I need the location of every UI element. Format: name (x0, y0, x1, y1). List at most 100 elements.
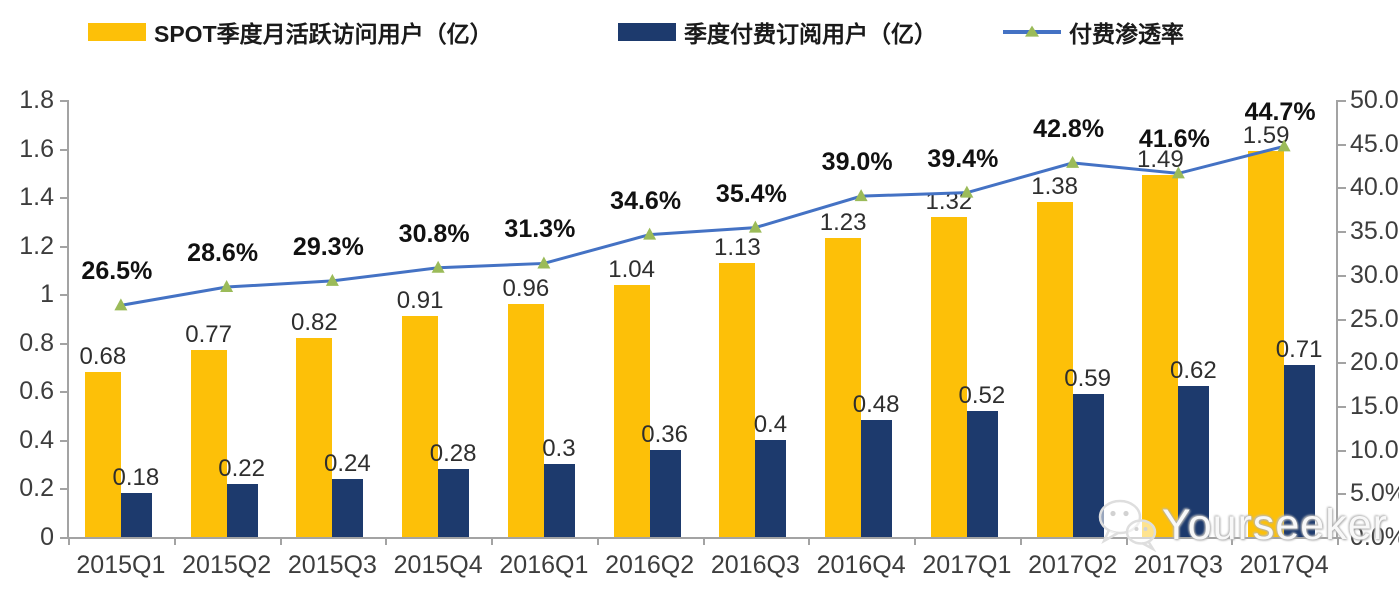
bar-mau (930, 216, 967, 537)
left-axis-tick (60, 197, 68, 200)
x-axis-tick (385, 537, 388, 545)
right-axis-tick-label: 15.0% (1350, 391, 1399, 420)
left-axis-tick-label: 1 (40, 280, 54, 309)
bar-mau (296, 337, 333, 537)
x-axis-tick (808, 537, 811, 545)
left-axis-tick-label: 0.2 (19, 474, 54, 503)
left-axis-tick-label: 1.6 (19, 134, 54, 163)
penetration-pct-label: 41.6% (1138, 125, 1210, 154)
x-axis-label: 2016Q2 (605, 551, 695, 579)
line-marker-triangle (643, 227, 657, 240)
left-axis-tick (60, 245, 68, 248)
bar-mau (402, 316, 439, 537)
bar-value-label-subscribers: 0.71 (1275, 335, 1323, 363)
line-marker-triangle (1171, 166, 1185, 179)
bar-value-label-mau: 1.38 (1031, 172, 1078, 200)
line-marker-triangle (114, 298, 128, 311)
bar-mau (84, 371, 121, 537)
x-axis-label: 2015Q3 (287, 551, 377, 579)
bar-subscribers (861, 420, 893, 537)
right-axis-tick-label: 10.0% (1350, 435, 1399, 464)
x-axis-label: 2017Q1 (922, 551, 1012, 579)
legend-line-marker (1003, 25, 1061, 37)
line-marker-triangle (325, 273, 339, 286)
left-axis-tick-label: 1.4 (19, 183, 54, 212)
bar-value-label-mau: 0.91 (396, 287, 444, 315)
bar-subscribers (1072, 393, 1104, 537)
left-axis-tick (60, 342, 68, 345)
penetration-pct-label: 31.3% (504, 215, 576, 244)
x-axis-tick (279, 537, 282, 545)
right-axis-tick (1338, 187, 1346, 190)
legend-item-subscribers: 季度付费订阅用户（亿） (618, 16, 937, 48)
bar-value-label-mau: 1.23 (819, 209, 867, 237)
bar-subscribers (332, 478, 364, 537)
x-axis-label: 2017Q3 (1133, 551, 1223, 579)
left-axis-tick-label: 1.8 (19, 86, 54, 114)
penetration-line-chart (114, 139, 1291, 311)
bar-mau (1248, 150, 1285, 537)
bar-mau (1142, 175, 1179, 537)
right-axis-tick (1338, 143, 1346, 146)
right-axis-tick (1338, 100, 1346, 102)
line-marker-triangle (1066, 155, 1080, 168)
penetration-pct-label: 28.6% (187, 239, 259, 268)
x-axis-tick (1337, 537, 1339, 545)
right-axis-tick-label: 20.0% (1350, 348, 1399, 377)
right-axis-tick-label: 30.0% (1350, 260, 1399, 289)
right-axis-tick-label: 50.0% (1350, 86, 1399, 114)
right-axis-tick (1338, 493, 1346, 496)
bar-mau (1036, 201, 1073, 537)
right-axis-tick (1338, 274, 1346, 277)
bar-value-label-subscribers: 0.59 (1064, 364, 1111, 392)
left-axis-tick-label: 1.2 (19, 231, 54, 260)
legend-item-penetration: 付费渗透率 (1003, 16, 1184, 48)
right-axis-tick-label: 40.0% (1350, 173, 1399, 202)
left-axis-tick (60, 488, 68, 491)
bar-value-label-subscribers: 0.3 (542, 435, 576, 463)
left-axis-tick (60, 439, 68, 442)
bar-value-label-subscribers: 0.36 (641, 420, 688, 448)
x-axis-label: 2015Q2 (182, 551, 272, 579)
bar-value-label-subscribers: 0.28 (429, 440, 477, 468)
x-axis-label: 2016Q3 (710, 551, 800, 579)
right-axis-tick-label: 35.0% (1350, 217, 1399, 246)
left-axis-tick-label: 0.6 (19, 377, 54, 406)
left-axis-tick (60, 537, 68, 539)
left-axis-tick (60, 294, 68, 297)
left-axis-tick-label: 0 (40, 523, 54, 551)
right-axis-tick-label: 25.0% (1350, 304, 1399, 333)
x-axis-tick (491, 537, 493, 545)
bar-mau (190, 350, 227, 537)
penetration-pct-label: 26.5% (81, 257, 153, 286)
x-axis-tick (1019, 537, 1022, 545)
bar-mau (613, 284, 650, 537)
right-axis-tick (1338, 449, 1346, 452)
bar-value-label-subscribers: 0.4 (753, 410, 788, 438)
legend-item-mau: SPOT季度月活跃访问用户（亿） (88, 16, 493, 48)
bar-value-label-subscribers: 0.62 (1170, 357, 1217, 385)
bar-value-label-mau: 0.68 (79, 342, 127, 370)
x-axis-tick (1125, 537, 1128, 545)
bar-mau (507, 303, 544, 537)
right-axis-tick (1338, 362, 1346, 365)
penetration-pct-label: 35.4% (715, 179, 787, 208)
penetration-pct-label: 29.3% (292, 232, 364, 261)
line-marker-triangle (1277, 139, 1291, 152)
left-axis-tick (60, 148, 68, 151)
line-marker-triangle (220, 280, 234, 293)
legend-label-penetration: 付费渗透率 (1069, 21, 1184, 47)
penetration-pct-label: 39.4% (927, 144, 999, 173)
bar-value-label-subscribers: 0.52 (958, 381, 1006, 409)
x-axis-tick (173, 537, 176, 545)
bar-value-label-mau: 0.96 (502, 274, 550, 302)
legend-label-mau: SPOT季度月活跃访问用户（亿） (154, 21, 493, 47)
legend-swatch-mau (88, 23, 146, 41)
x-axis-label: 2015Q1 (76, 551, 166, 579)
left-axis-tick (60, 391, 68, 394)
right-axis-tick-label: 45.0% (1350, 129, 1399, 158)
bar-subscribers (1178, 386, 1210, 537)
line-marker-triangle (431, 260, 445, 273)
bar-value-label-subscribers: 0.22 (218, 454, 265, 482)
